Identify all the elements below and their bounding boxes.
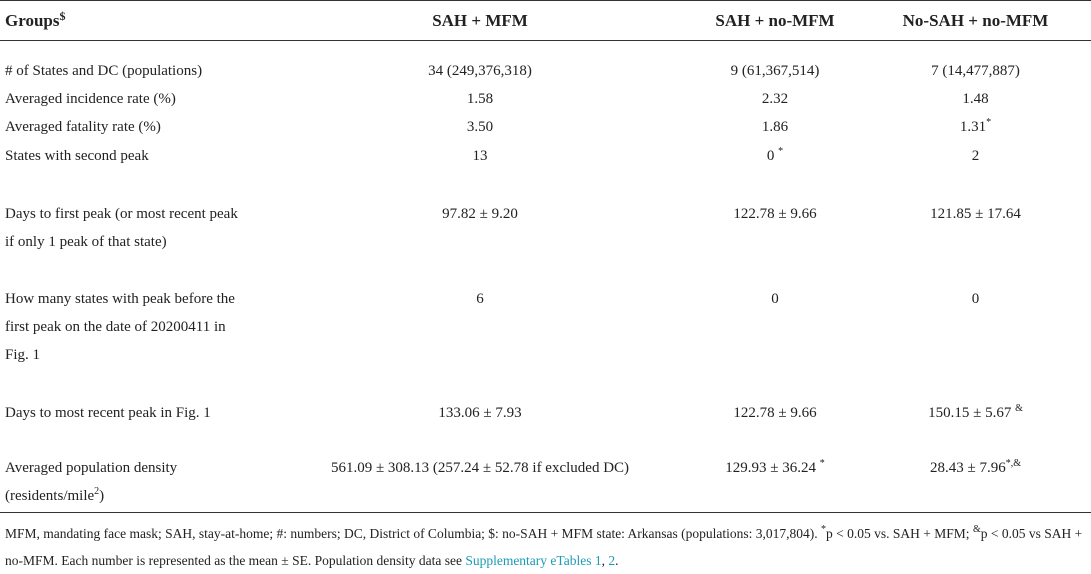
- link[interactable]: 2: [608, 553, 616, 568]
- cell: 9 (61,367,514): [730, 63, 820, 79]
- table-row: States with second peak 13 0 * 2: [0, 142, 1091, 200]
- superscript: &: [972, 524, 981, 535]
- cell: 3.50: [466, 119, 494, 135]
- cell-text: 1.31: [959, 119, 987, 135]
- footnote-text: ,: [601, 553, 609, 568]
- cell-text: 0: [766, 148, 779, 164]
- cell: 0: [771, 291, 779, 307]
- cell: 97.82 ± 9.20: [442, 206, 518, 222]
- cell: 1.48: [962, 91, 989, 107]
- cell: 561.09 ± 308.13 (257.24 ± 52.78 if exclu…: [330, 460, 630, 476]
- cell: 133.06 ± 7.93: [438, 405, 522, 421]
- table-row: How many states with peak before the fir…: [0, 285, 1091, 399]
- cell: 1.31*: [860, 113, 1091, 142]
- row-label: Averaged fatality rate (%): [5, 119, 161, 135]
- row-label: Days to first peak (or most recent peak …: [5, 206, 238, 250]
- column-header: Groups$: [0, 1, 270, 41]
- footnote-text: .: [615, 553, 619, 568]
- cell-text: 150.15 ± 5.67: [928, 405, 1016, 421]
- cell: 34 (249,376,318): [428, 63, 532, 79]
- row-label: Averaged incidence rate (%): [5, 91, 176, 107]
- cell-text: ): [99, 488, 105, 504]
- table-row: Days to first peak (or most recent peak …: [0, 200, 1091, 285]
- table-row: Averaged fatality rate (%) 3.50 1.86 1.31*: [0, 113, 1091, 142]
- cell: 6: [476, 291, 484, 307]
- cell: 2.32: [761, 91, 789, 107]
- footnote-text: p < 0.05 vs. SAH + MFM;: [826, 526, 973, 541]
- table-header: Groups$ SAH + MFM SAH + no-MFM No-SAH + no-…: [0, 0, 1091, 41]
- superscript: *,&: [1005, 458, 1021, 469]
- cell: 0: [971, 291, 980, 307]
- cell: 121.85 ± 17.64: [930, 206, 1021, 222]
- table-row: Averaged population density (residents/m…: [0, 454, 1091, 512]
- cell: 2: [971, 148, 980, 164]
- cell: 1.58: [466, 91, 494, 107]
- cell: 7 (14,477,887): [931, 63, 1020, 79]
- superscript: *: [819, 458, 825, 469]
- data-table: Groups$ SAH + MFM SAH + no-MFM No-SAH + no-…: [0, 0, 1091, 512]
- cell: 1.86: [761, 119, 789, 135]
- cell-text: Averaged population density (residents/m…: [5, 460, 178, 504]
- column-header: SAH + MFM: [432, 10, 528, 30]
- table-body: # of States and DC (populations) 34 (249,…: [0, 41, 1091, 512]
- table-row: Averaged incidence rate (%) 1.58 2.32 1.48: [0, 85, 1091, 113]
- row-label: Averaged population density (residents/m…: [0, 454, 270, 512]
- table-row: Days to most recent peak in Fig. 1 133.06…: [0, 399, 1091, 454]
- superscript: *: [778, 146, 784, 157]
- header-row: Groups$ SAH + MFM SAH + no-MFM No-SAH + no-…: [0, 0, 1091, 41]
- cell: 129.93 ± 36.24 *: [690, 454, 860, 512]
- superscript: &: [1015, 403, 1023, 414]
- column-header: No-SAH + no-MFM: [902, 10, 1049, 30]
- cell: 0 *: [690, 142, 860, 200]
- superscript: *: [986, 117, 992, 128]
- cell-text: 129.93 ± 36.24: [725, 460, 820, 476]
- footnote-text: MFM, mandating face mask; SAH, stay-at-h…: [5, 526, 822, 541]
- row-label: How many states with peak before the fir…: [5, 291, 235, 363]
- row-label: # of States and DC (populations): [5, 63, 203, 79]
- superscript: $: [59, 8, 66, 23]
- column-header: SAH + no-MFM: [715, 10, 835, 30]
- cell: 13: [472, 148, 488, 164]
- row-label: States with second peak: [5, 148, 149, 164]
- cell: 122.78 ± 9.66: [733, 405, 817, 421]
- link[interactable]: Supplementary eTables 1: [465, 553, 602, 568]
- footnote-text: p < 0.05 vs SAH + no-MFM. Each number is…: [5, 526, 1083, 568]
- superscript: 2: [94, 486, 100, 497]
- cell: 28.43 ± 7.96*,&: [860, 454, 1091, 512]
- cell: 122.78 ± 9.66: [733, 206, 817, 222]
- row-label: Days to most recent peak in Fig. 1: [5, 405, 211, 421]
- superscript: *: [821, 524, 827, 535]
- cell: 150.15 ± 5.67 &: [860, 399, 1091, 454]
- footnote: MFM, mandating face mask; SAH, stay-at-h…: [5, 520, 1085, 574]
- table-row: # of States and DC (populations) 34 (249,…: [0, 41, 1091, 86]
- cell-text: 28.43 ± 7.96: [929, 460, 1006, 476]
- cell-text: Groups: [5, 10, 60, 30]
